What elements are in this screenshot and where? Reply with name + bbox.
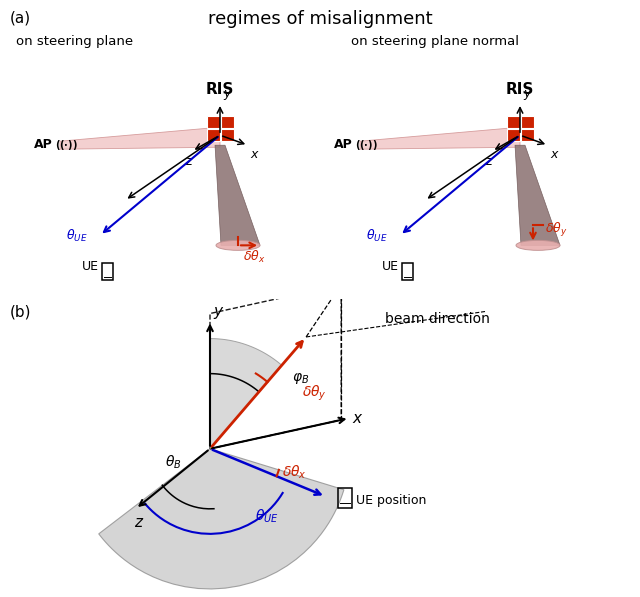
Polygon shape xyxy=(515,145,560,245)
Text: UE: UE xyxy=(81,260,99,273)
Text: UE position: UE position xyxy=(356,494,426,507)
Text: $\theta_B$: $\theta_B$ xyxy=(165,454,182,471)
Text: $\delta\theta_y$: $\delta\theta_y$ xyxy=(302,384,327,403)
Bar xyxy=(507,116,520,128)
Text: RIS: RIS xyxy=(506,82,534,97)
Text: AP: AP xyxy=(334,138,353,150)
Text: $\mathbf{((\bullet))}$: $\mathbf{((\bullet))}$ xyxy=(355,139,378,152)
Polygon shape xyxy=(210,285,341,449)
Polygon shape xyxy=(99,449,344,589)
Bar xyxy=(221,116,234,128)
Bar xyxy=(338,488,351,509)
Text: $\delta\theta_x$: $\delta\theta_x$ xyxy=(282,464,307,481)
Text: (b): (b) xyxy=(10,304,31,319)
Text: x: x xyxy=(250,148,257,161)
Ellipse shape xyxy=(216,241,260,250)
Text: y: y xyxy=(223,87,230,100)
Text: y: y xyxy=(213,303,222,319)
Bar xyxy=(507,129,520,141)
Text: UE: UE xyxy=(381,260,399,273)
Ellipse shape xyxy=(516,241,560,250)
Text: z: z xyxy=(485,155,492,168)
Text: $\mathbf{((\bullet))}$: $\mathbf{((\bullet))}$ xyxy=(55,139,77,152)
Polygon shape xyxy=(215,145,260,245)
Text: $\theta_{UE}$: $\theta_{UE}$ xyxy=(255,508,279,525)
Text: on steering plane normal: on steering plane normal xyxy=(351,35,519,48)
Bar xyxy=(521,116,534,128)
Text: $\delta\theta_y$: $\delta\theta_y$ xyxy=(545,221,568,239)
Text: (a): (a) xyxy=(10,10,31,25)
Text: x: x xyxy=(550,148,557,161)
Text: $\delta\theta_x$: $\delta\theta_x$ xyxy=(243,250,266,266)
Bar xyxy=(521,129,534,141)
Polygon shape xyxy=(210,338,282,449)
Text: RIS: RIS xyxy=(206,82,234,97)
Text: x: x xyxy=(353,411,362,426)
Text: $\theta_{UE}$: $\theta_{UE}$ xyxy=(367,228,388,244)
Text: $\theta_{UE}$: $\theta_{UE}$ xyxy=(67,228,88,244)
Text: regimes of misalignment: regimes of misalignment xyxy=(208,10,432,28)
Text: z: z xyxy=(185,155,191,168)
Bar xyxy=(221,129,234,141)
Text: $\varphi_B$: $\varphi_B$ xyxy=(292,371,309,386)
Bar xyxy=(207,116,220,128)
Bar xyxy=(102,263,113,281)
Polygon shape xyxy=(360,127,520,149)
Text: AP: AP xyxy=(35,138,53,150)
Bar xyxy=(207,129,220,141)
Bar xyxy=(402,263,413,281)
Text: on steering plane: on steering plane xyxy=(17,35,134,48)
Text: beam direction: beam direction xyxy=(385,312,490,325)
Polygon shape xyxy=(60,127,220,149)
Text: z: z xyxy=(134,515,141,530)
Text: y: y xyxy=(523,87,531,100)
